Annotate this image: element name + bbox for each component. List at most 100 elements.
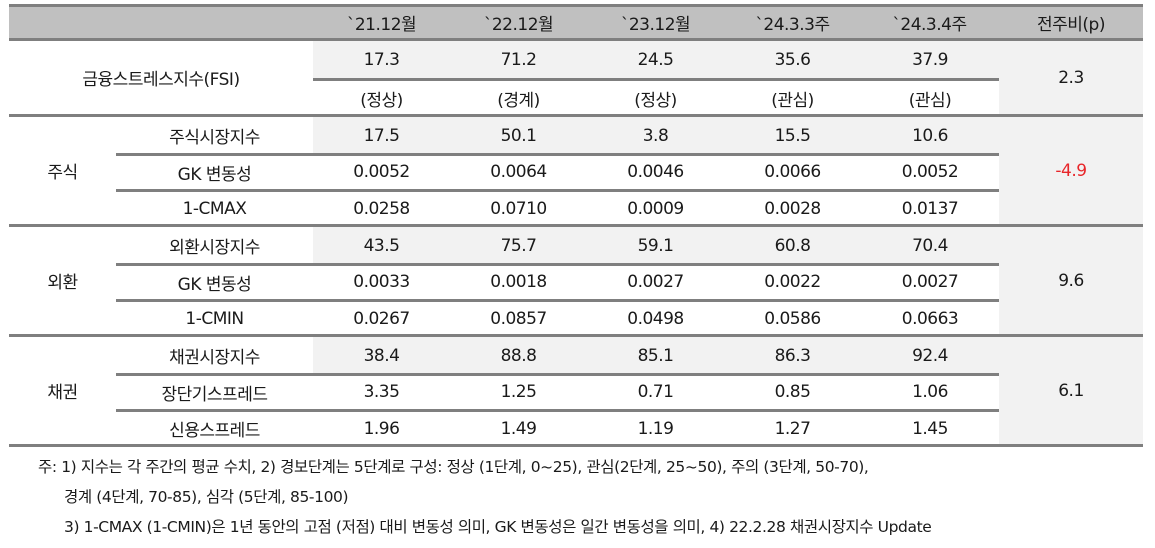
table-cell: 15.5 bbox=[774, 125, 811, 146]
table-cell: 0.0028 bbox=[764, 198, 821, 219]
table-cell: 1.45 bbox=[912, 418, 948, 439]
table-cell: 60.8 bbox=[774, 235, 811, 256]
table-cell: 0.0046 bbox=[627, 162, 684, 182]
row-label: 장단기스프레드 bbox=[161, 384, 268, 405]
table-cell: 0.71 bbox=[637, 382, 674, 402]
table-cell: 88.8 bbox=[500, 345, 537, 366]
table-cell: 43.5 bbox=[363, 235, 400, 256]
row-label: 신용스프레드 bbox=[169, 421, 260, 441]
table-cell: 0.0267 bbox=[353, 308, 410, 329]
table-cell: 0.0009 bbox=[627, 198, 684, 219]
bond-section: 채권 채권시장지수 38.4 88.8 85.1 86.3 92.4 장단기스프… bbox=[9, 337, 1143, 447]
stage-cell: (관심) bbox=[908, 90, 952, 111]
table-cell: 3.35 bbox=[363, 382, 400, 402]
table-cell: 1.96 bbox=[363, 418, 400, 439]
stage-cell: (정상) bbox=[360, 90, 403, 111]
column-header: `24.3.4주 bbox=[892, 15, 967, 35]
column-header: `24.3.3주 bbox=[755, 15, 830, 35]
table-cell: 0.0052 bbox=[901, 162, 959, 182]
table-cell: 17.3 bbox=[363, 50, 400, 70]
table-cell: 0.0052 bbox=[353, 162, 410, 182]
change-cell: 2.3 bbox=[1058, 67, 1084, 88]
column-header: `23.12월 bbox=[620, 15, 691, 35]
change-column-bg bbox=[999, 227, 1143, 334]
footnote-line-3: 3) 1-CMAX (1-CMIN)은 1년 동안의 고점 (저점) 대비 변동… bbox=[64, 518, 932, 536]
table-row: 주식시장지수 17.5 50.1 3.8 15.5 10.6 bbox=[9, 117, 1143, 154]
row-shade bbox=[313, 337, 999, 374]
table-cell: 0.0066 bbox=[764, 162, 821, 182]
table-cell: 1.19 bbox=[637, 418, 674, 439]
table-cell: 85.1 bbox=[637, 345, 674, 366]
row-label: GK 변동성 bbox=[177, 274, 252, 295]
table-cell: 0.0258 bbox=[353, 198, 410, 219]
table-row: 신용스프레드 1.96 1.49 1.19 1.27 1.45 bbox=[9, 409, 1143, 447]
row-label: 채권시장지수 bbox=[169, 348, 260, 368]
row-label: 1-CMAX bbox=[182, 198, 247, 219]
column-header: `22.12월 bbox=[483, 15, 554, 35]
table-header-row: `21.12월 `22.12월 `23.12월 `24.3.3주 `24.3.4… bbox=[9, 4, 1143, 41]
table-cell: 86.3 bbox=[774, 345, 811, 366]
table-cell: 35.6 bbox=[774, 50, 811, 70]
table-cell: 24.5 bbox=[637, 50, 674, 70]
fsi-label: 금융스트레스지수(FSI) bbox=[82, 70, 240, 90]
table-row: 1-CMAX 0.0258 0.0710 0.0009 0.0028 0.013… bbox=[9, 189, 1143, 227]
change-column-bg bbox=[999, 337, 1143, 444]
footnote-line-1: 주: 1) 지수는 각 주간의 평균 수치, 2) 경보단계는 5단계로 구성:… bbox=[38, 458, 869, 476]
row-label: 외환시장지수 bbox=[169, 238, 260, 258]
table-cell: 1.25 bbox=[500, 382, 537, 402]
table-row: 채권시장지수 38.4 88.8 85.1 86.3 92.4 bbox=[9, 337, 1143, 374]
fsi-values-row: 17.3 71.2 24.5 35.6 37.9 bbox=[313, 41, 999, 79]
column-header: `21.12월 bbox=[346, 15, 417, 35]
table-row: 1-CMIN 0.0267 0.0857 0.0498 0.0586 0.066… bbox=[9, 299, 1143, 337]
change-cell: 6.1 bbox=[1058, 380, 1084, 401]
table-cell: 37.9 bbox=[912, 50, 948, 70]
category-label: 외환 bbox=[47, 273, 78, 293]
table-cell: 0.0027 bbox=[901, 272, 959, 292]
table-cell: 0.0022 bbox=[764, 272, 821, 292]
table-cell: 0.85 bbox=[774, 382, 811, 402]
table-cell: 59.1 bbox=[637, 235, 674, 256]
table-cell: 0.0033 bbox=[353, 272, 410, 292]
table-cell: 71.2 bbox=[500, 50, 537, 70]
stock-section: 주식 주식시장지수 17.5 50.1 3.8 15.5 10.6 GK 변동성… bbox=[9, 117, 1143, 227]
table-row: GK 변동성 0.0052 0.0064 0.0046 0.0066 0.005… bbox=[9, 153, 1143, 190]
row-label: GK 변동성 bbox=[177, 164, 252, 185]
category-label: 주식 bbox=[47, 163, 78, 183]
change-column-bg bbox=[999, 117, 1143, 224]
table-cell: 0.0857 bbox=[490, 308, 547, 329]
footnote-line-2: 경계 (4단계, 70-85), 심각 (5단계, 85-100) bbox=[64, 488, 349, 506]
stage-cell: (정상) bbox=[634, 90, 677, 111]
financial-stress-index-table: `21.12월 `22.12월 `23.12월 `24.3.3주 `24.3.4… bbox=[9, 4, 1143, 447]
table-cell: 38.4 bbox=[363, 345, 400, 366]
row-label: 1-CMIN bbox=[185, 308, 244, 329]
table-cell: 1.49 bbox=[500, 418, 537, 439]
fx-section: 외환 외환시장지수 43.5 75.7 59.1 60.8 70.4 GK 변동… bbox=[9, 227, 1143, 337]
table-cell: 0.0137 bbox=[901, 198, 959, 219]
table-cell: 10.6 bbox=[912, 125, 948, 146]
table-cell: 0.0064 bbox=[490, 162, 547, 182]
row-label: 주식시장지수 bbox=[169, 128, 260, 148]
table-cell: 0.0663 bbox=[901, 308, 959, 329]
stage-cell: (관심) bbox=[771, 90, 814, 111]
fsi-row-group: 금융스트레스지수(FSI) 17.3 71.2 24.5 35.6 37.9 (… bbox=[9, 41, 1143, 117]
table-row: 장단기스프레드 3.35 1.25 0.71 0.85 1.06 bbox=[9, 373, 1143, 410]
fsi-stages-row: (정상) (경계) (정상) (관심) (관심) bbox=[9, 78, 1143, 117]
table-cell: 92.4 bbox=[912, 345, 948, 366]
table-cell: 50.1 bbox=[500, 125, 537, 146]
table-row: 외환시장지수 43.5 75.7 59.1 60.8 70.4 bbox=[9, 227, 1143, 264]
table-cell: 75.7 bbox=[500, 235, 537, 256]
table-cell: 0.0498 bbox=[627, 308, 684, 329]
table-cell: 1.06 bbox=[912, 382, 948, 402]
row-shade bbox=[313, 117, 999, 154]
table-cell: 3.8 bbox=[642, 125, 669, 146]
change-cell: 9.6 bbox=[1058, 270, 1084, 291]
row-shade bbox=[313, 227, 999, 264]
table-cell: 17.5 bbox=[363, 125, 400, 146]
table-cell: 1.27 bbox=[774, 418, 811, 439]
table-cell: 0.0586 bbox=[764, 308, 821, 329]
column-header-change: 전주비(p) bbox=[1037, 15, 1105, 35]
stage-cell: (경계) bbox=[497, 90, 540, 111]
table-cell: 0.0710 bbox=[490, 198, 547, 219]
footnote: 주: 1) 지수는 각 주간의 평균 수치, 2) 경보단계는 5단계로 구성:… bbox=[38, 452, 932, 542]
change-cell-negative: -4.9 bbox=[1055, 160, 1087, 181]
